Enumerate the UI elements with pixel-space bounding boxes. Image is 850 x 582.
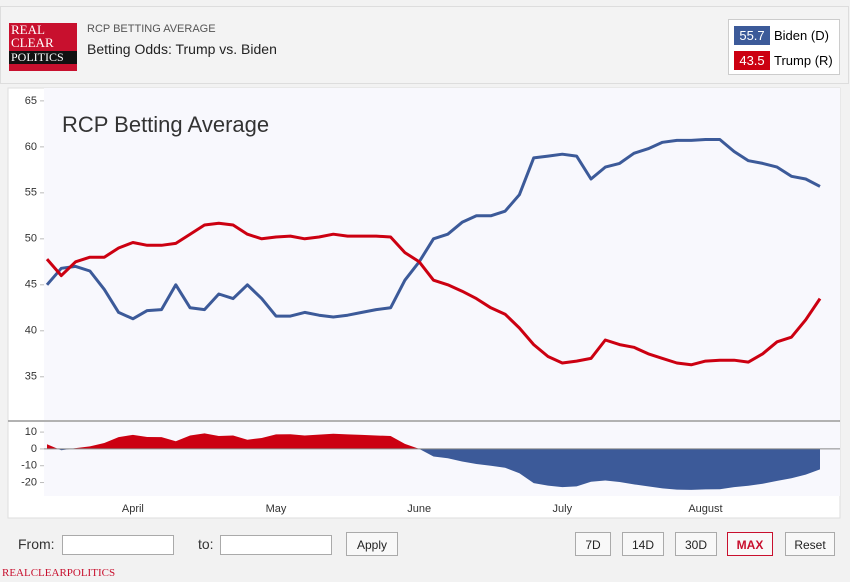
legend-entry: 55.7 Biden (D): [734, 26, 829, 45]
y-tick-label: 10: [25, 426, 37, 438]
series-line: [45, 221, 822, 367]
legend-label: Biden (D): [774, 28, 829, 43]
title: Betting Odds: Trump vs. Biden: [87, 41, 277, 57]
x-tick-label: June: [407, 503, 431, 515]
kicker: RCP BETTING AVERAGE: [87, 23, 216, 35]
y-tick-label: 45: [25, 279, 37, 291]
x-tick-label: April: [122, 503, 144, 515]
from-label: From:: [18, 536, 55, 552]
to-label: to:: [198, 536, 214, 552]
y-tick-label: 35: [25, 371, 37, 383]
y-tick-label: -10: [21, 460, 37, 472]
to-input[interactable]: [220, 535, 332, 555]
logo-text: POLITICS: [9, 51, 77, 64]
y-tick-label: 50: [25, 233, 37, 245]
y-tick-label: 65: [25, 95, 37, 107]
legend: 55.7 Biden (D) 43.5 Trump (R): [728, 19, 840, 75]
x-tick-label: August: [688, 503, 722, 515]
range-button[interactable]: 14D: [622, 532, 664, 556]
x-tick-label: July: [553, 503, 573, 515]
legend-label: Trump (R): [774, 53, 833, 68]
legend-value: 43.5: [734, 51, 770, 70]
header: REAL CLEAR POLITICS RCP BETTING AVERAGE …: [0, 6, 849, 84]
logo-text: REAL: [11, 22, 45, 37]
footer: REALCLEARPOLITICS: [2, 567, 116, 579]
apply-button[interactable]: Apply: [346, 532, 398, 556]
chart: RCP Betting Average 35 40 45 50 55 60 65 10 0 -10…: [7, 87, 841, 519]
x-tick-label: May: [266, 503, 287, 515]
logo-text: CLEAR: [11, 35, 54, 50]
y-tick-label: 0: [31, 443, 37, 455]
range-button[interactable]: Reset: [785, 532, 835, 556]
controls: From: to: Apply 7D 14D 30D MAX Reset: [0, 528, 850, 562]
legend-value: 55.7: [734, 26, 770, 45]
y-tick-label: 55: [25, 187, 37, 199]
y-tick-label: -20: [21, 476, 37, 488]
from-input[interactable]: [62, 535, 174, 555]
y-tick-label: 60: [25, 141, 37, 153]
legend-entry: 43.5 Trump (R): [734, 51, 833, 70]
range-button[interactable]: MAX: [727, 532, 773, 556]
series-line: [45, 138, 821, 321]
spread-area-negative: [58, 448, 820, 490]
logo[interactable]: REAL CLEAR POLITICS: [9, 23, 77, 71]
range-button[interactable]: 30D: [675, 532, 717, 556]
y-tick-label: 40: [25, 325, 37, 337]
plot-area: [44, 88, 840, 420]
spread-area-positive: [47, 433, 820, 449]
watermark: RCP Betting Average: [62, 112, 269, 137]
range-button[interactable]: 7D: [575, 532, 611, 556]
